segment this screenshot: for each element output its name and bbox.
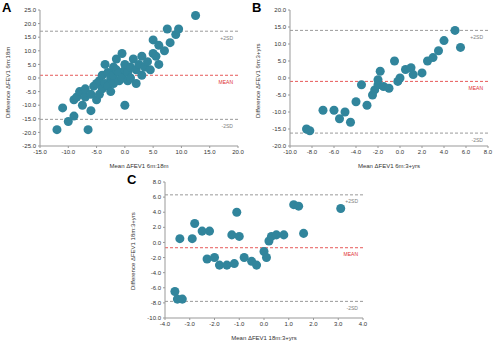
svg-text:20.0: 20.0 (274, 7, 286, 13)
html-text:B: B (252, 0, 262, 15)
svg-text:20.0: 20.0 (24, 21, 36, 27)
svg-text:-2SD: -2SD (472, 137, 484, 143)
svg-text:-2.0: -2.0 (151, 255, 162, 261)
svg-text:-2.0: -2.0 (373, 149, 384, 155)
svg-text:Mean ΔFEV1 18m:3+yrs: Mean ΔFEV1 18m:3+yrs (231, 335, 297, 341)
svg-text:-20.0: -20.0 (272, 143, 286, 149)
html-text:A: A (2, 0, 12, 15)
svg-text:10.0: 10.0 (24, 48, 36, 54)
svg-text:5.0: 5.0 (149, 149, 158, 155)
svg-text:+2SD: +2SD (220, 35, 233, 41)
svg-text:6.0: 6.0 (153, 194, 162, 200)
svg-text:4.0: 4.0 (153, 209, 162, 215)
svg-text:2.0: 2.0 (309, 321, 318, 327)
svg-text:-2.0: -2.0 (209, 321, 220, 327)
svg-text:-25.0: -25.0 (22, 143, 36, 149)
svg-text:-10.0: -10.0 (22, 102, 36, 108)
svg-text:-1.0: -1.0 (234, 321, 245, 327)
svg-text:Difference ΔFEV1 18m:3+yrs: Difference ΔFEV1 18m:3+yrs (130, 212, 136, 290)
svg-text:0.0: 0.0 (28, 75, 37, 81)
svg-text:-5.0: -5.0 (276, 92, 287, 98)
svg-text:Mean ΔFEV1 6m:3+yrs: Mean ΔFEV1 6m:3+yrs (358, 163, 420, 169)
svg-text:+2SD: +2SD (345, 198, 358, 204)
svg-text:0.0: 0.0 (396, 149, 405, 155)
svg-text:Difference ΔFEV1 6m:3+yrs: Difference ΔFEV1 6m:3+yrs (255, 44, 261, 118)
svg-text:6.0: 6.0 (462, 149, 471, 155)
svg-text:-6.0: -6.0 (329, 149, 340, 155)
svg-text:5.0: 5.0 (28, 62, 37, 68)
svg-text:-4.0: -4.0 (351, 149, 362, 155)
svg-text:-4.0: -4.0 (160, 321, 171, 327)
svg-text:1.0: 1.0 (285, 321, 294, 327)
svg-text:25.0: 25.0 (24, 7, 36, 13)
svg-text:-15.0: -15.0 (272, 126, 286, 132)
html-text:C: C (127, 172, 137, 187)
svg-text:-15.0: -15.0 (22, 116, 36, 122)
svg-text:-2SD: -2SD (347, 305, 359, 311)
svg-text:-4.0: -4.0 (151, 270, 162, 276)
svg-text:-6.0: -6.0 (151, 285, 162, 291)
svg-text:20.0: 20.0 (232, 149, 244, 155)
svg-text:MEAN: MEAN (219, 79, 234, 85)
svg-text:MEAN: MEAN (469, 85, 484, 91)
svg-text:0.0: 0.0 (278, 75, 287, 81)
svg-text:-3.0: -3.0 (185, 321, 196, 327)
svg-text:-10.0: -10.0 (147, 315, 161, 321)
svg-text:-10.0: -10.0 (283, 149, 297, 155)
svg-text:-5.0: -5.0 (91, 149, 102, 155)
svg-text:10.0: 10.0 (274, 41, 286, 47)
svg-text:-8.0: -8.0 (151, 300, 162, 306)
svg-text:MEAN: MEAN (344, 251, 359, 257)
svg-text:-20.0: -20.0 (22, 130, 36, 136)
svg-text:+2SD: +2SD (470, 34, 483, 40)
svg-text:8.0: 8.0 (153, 179, 162, 185)
svg-text:15.0: 15.0 (274, 24, 286, 30)
svg-text:3.0: 3.0 (334, 321, 343, 327)
svg-text:15.0: 15.0 (204, 149, 216, 155)
svg-text:2.0: 2.0 (153, 224, 162, 230)
svg-text:-15.0: -15.0 (33, 149, 47, 155)
svg-text:5.0: 5.0 (278, 58, 287, 64)
svg-text:-10.0: -10.0 (272, 109, 286, 115)
svg-text:0.0: 0.0 (260, 321, 269, 327)
svg-text:-8.0: -8.0 (307, 149, 318, 155)
svg-text:0.0: 0.0 (153, 240, 162, 246)
svg-text:4.0: 4.0 (359, 321, 368, 327)
svg-text:10.0: 10.0 (176, 149, 188, 155)
svg-text:2.0: 2.0 (418, 149, 427, 155)
svg-text:0.0: 0.0 (121, 149, 130, 155)
svg-text:Mean ΔFEV1 6m:18m: Mean ΔFEV1 6m:18m (109, 163, 168, 169)
svg-text:4.0: 4.0 (440, 149, 449, 155)
svg-text:15.0: 15.0 (24, 34, 36, 40)
svg-text:-2SD: -2SD (222, 123, 234, 129)
svg-text:8.0: 8.0 (484, 149, 492, 155)
svg-text:-10.0: -10.0 (61, 149, 75, 155)
svg-text:Difference ΔFEV1 6m:18m: Difference ΔFEV1 6m:18m (8, 47, 11, 118)
svg-text:-5.0: -5.0 (26, 89, 37, 95)
